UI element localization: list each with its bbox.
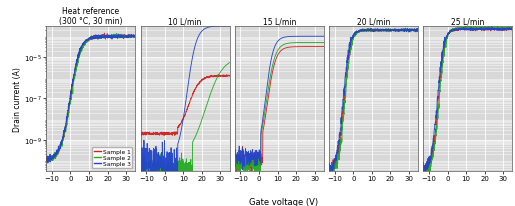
Text: Gate voltage (V): Gate voltage (V) bbox=[249, 197, 318, 206]
Title: 25 L/min: 25 L/min bbox=[451, 17, 485, 26]
Title: Heat reference
(300 °C, 30 min): Heat reference (300 °C, 30 min) bbox=[59, 7, 123, 26]
Legend: Sample 1, Sample 2, Sample 3: Sample 1, Sample 2, Sample 3 bbox=[92, 147, 132, 168]
Title: 10 L/min: 10 L/min bbox=[168, 17, 202, 26]
Title: 15 L/min: 15 L/min bbox=[263, 17, 296, 26]
Title: 20 L/min: 20 L/min bbox=[357, 17, 390, 26]
Y-axis label: Drain current (A): Drain current (A) bbox=[12, 67, 22, 131]
